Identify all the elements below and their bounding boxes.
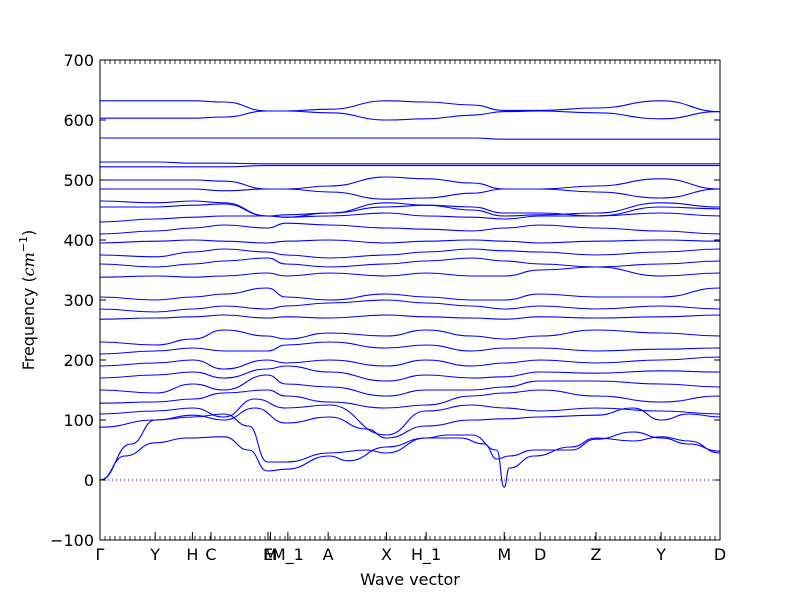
band-line-2	[100, 413, 720, 488]
band-line-17	[100, 239, 720, 244]
band-line-28	[100, 100, 720, 113]
x-tick-label-15: D	[714, 545, 726, 564]
y-axis-label-prefix: Frequency (	[19, 276, 38, 370]
x-tick-label-4: C	[205, 545, 216, 564]
band-line-18	[100, 222, 720, 235]
y-axis-label: Frequency (cm−1)	[17, 230, 38, 371]
band-line-6	[100, 374, 720, 397]
y-tick-label: 200	[63, 351, 94, 370]
band-line-24	[100, 161, 720, 165]
band-line-23	[100, 188, 720, 200]
y-tick-label: 0	[84, 471, 94, 490]
band-line-26	[100, 137, 720, 140]
y-axis-label-unit: cm	[19, 252, 38, 276]
x-tick-label-10: H_1	[411, 545, 441, 565]
band-line-5	[100, 389, 720, 409]
x-tick-label-2: Y	[149, 545, 160, 564]
y-axis: −100 0 100 200 300 400 500 600 700	[50, 51, 720, 550]
band-line-8	[100, 356, 720, 370]
x-tick-label-8: A	[323, 545, 334, 564]
x-tick-label-14: Y	[655, 545, 666, 564]
x-axis-label: Wave vector	[360, 570, 460, 589]
y-tick-label: 400	[63, 231, 94, 250]
band-line-7	[100, 365, 720, 382]
x-tick-label-6: M	[264, 545, 278, 564]
band-line-12	[100, 299, 720, 313]
y-tick-label: 700	[63, 51, 94, 70]
x-tick-label-5: E	[263, 545, 273, 564]
band-line-13	[100, 287, 720, 301]
x-axis: Γ Y H C EMM_1 A X H_1 M D Z Y D	[96, 60, 726, 565]
band-line-11	[100, 314, 720, 320]
series-layer	[100, 100, 720, 488]
band-line-22	[100, 176, 720, 190]
band-line-10	[100, 329, 720, 346]
x-tick-label-11: M	[497, 545, 511, 564]
y-tick-label: −100	[50, 531, 94, 550]
y-tick-label: 600	[63, 111, 94, 130]
y-axis-label-exponent: −1	[17, 236, 30, 252]
band-line-21	[100, 200, 720, 218]
y-tick-label: 500	[63, 171, 94, 190]
band-line-25	[100, 165, 720, 168]
x-tick-label-9: X	[381, 545, 392, 564]
band-line-27	[100, 110, 720, 121]
band-line-4	[100, 398, 720, 436]
y-axis-label-suffix: )	[19, 230, 38, 236]
x-tick-label-13: Z	[591, 545, 602, 564]
band-line-14	[100, 266, 720, 278]
x-tick-label-7: M_1	[272, 545, 304, 565]
band-line-9	[100, 341, 720, 355]
y-tick-label: 300	[63, 291, 94, 310]
x-tick-label-12: D	[534, 545, 546, 564]
band-line-16	[100, 248, 720, 259]
band-line-20	[100, 203, 720, 217]
x-tick-label-1: Γ	[96, 545, 105, 564]
y-tick-label: 100	[63, 411, 94, 430]
x-tick-label-3: H	[186, 545, 198, 564]
band-line-15	[100, 257, 720, 268]
band-line-3	[100, 407, 720, 439]
